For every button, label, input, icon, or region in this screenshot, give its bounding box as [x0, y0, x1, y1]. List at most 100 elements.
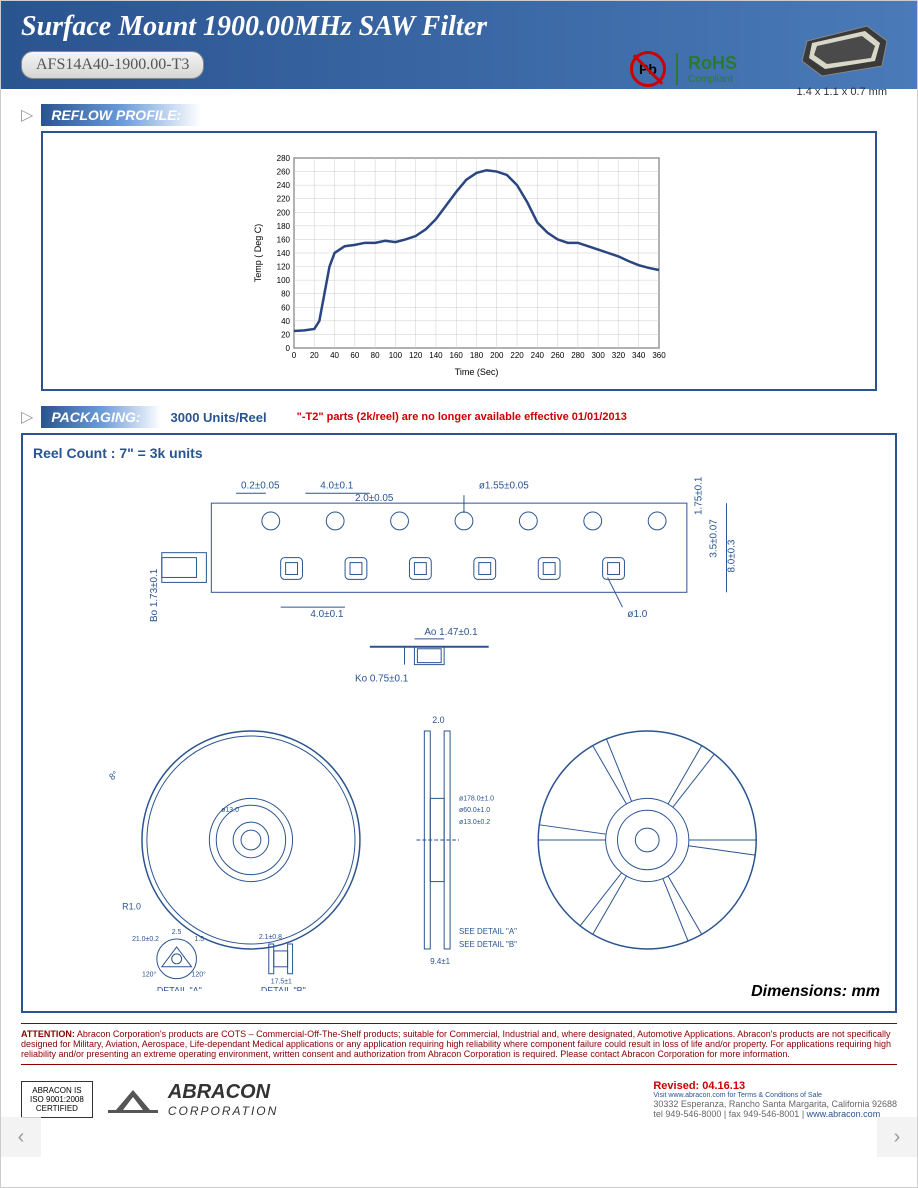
svg-text:4.0±0.1: 4.0±0.1: [320, 480, 353, 491]
svg-text:260: 260: [277, 168, 291, 177]
prev-page-button[interactable]: ‹: [1, 1117, 41, 1157]
packaging-diagram: 0.2±0.054.0±0.12.0±0.05ø1.55±0.051.75±0.…: [33, 471, 885, 991]
svg-text:2.5: 2.5: [172, 929, 182, 936]
svg-text:220: 220: [510, 351, 524, 360]
svg-text:40: 40: [281, 317, 290, 326]
page-footer: ABRACON IS ISO 9001:2008 CERTIFIED ABRAC…: [1, 1075, 917, 1124]
svg-text:140: 140: [429, 351, 443, 360]
svg-text:80: 80: [371, 351, 380, 360]
revised-date: Revised: 04.16.13: [653, 1080, 897, 1092]
page-title: Surface Mount 1900.00MHz SAW Filter: [21, 11, 897, 43]
footer-visit: Visit www.abracon.com for Terms & Condit…: [653, 1092, 897, 1099]
svg-text:120°: 120°: [192, 971, 207, 979]
svg-text:80: 80: [281, 290, 290, 299]
svg-text:320: 320: [612, 351, 626, 360]
reflow-section-header: ▷ REFLOW PROFILE:: [21, 104, 897, 126]
svg-text:1.75±0.1: 1.75±0.1: [694, 476, 705, 515]
svg-text:21.0±0.2: 21.0±0.2: [132, 936, 159, 943]
svg-text:260: 260: [551, 351, 565, 360]
attention-label: ATTENTION:: [21, 1029, 75, 1039]
footer-contact: Revised: 04.16.13 Visit www.abracon.com …: [653, 1080, 897, 1119]
cert-badge: ABRACON IS ISO 9001:2008 CERTIFIED: [21, 1081, 93, 1118]
svg-text:8.0±0.3: 8.0±0.3: [726, 539, 737, 572]
packaging-units: 3000 Units/Reel: [171, 410, 267, 425]
svg-text:1.5: 1.5: [194, 936, 204, 943]
svg-text:100: 100: [389, 351, 403, 360]
packaging-note: "-T2" parts (2k/reel) are no longer avai…: [297, 411, 627, 423]
svg-text:SEE DETAIL "B": SEE DETAIL "B": [459, 940, 517, 949]
svg-text:240: 240: [277, 181, 291, 190]
svg-text:360: 360: [652, 351, 666, 360]
svg-text:40: 40: [330, 351, 339, 360]
svg-text:17.5±1: 17.5±1: [271, 979, 292, 986]
svg-text:160: 160: [277, 235, 291, 244]
company-sub: CORPORATION: [168, 1104, 278, 1118]
svg-text:60: 60: [281, 303, 290, 312]
svg-text:Ko 0.75±0.1: Ko 0.75±0.1: [355, 673, 409, 684]
dimensions-label: Dimensions: mm: [751, 983, 880, 1001]
reflow-chart-container: 0 20 40 60 80 100 120 140 160 180 200 220 240 260 280 3…: [41, 131, 877, 391]
rohs-subtitle: Compliant: [688, 74, 737, 85]
svg-text:2.1±0.8: 2.1±0.8: [259, 934, 282, 941]
svg-text:ø178.0±1.0: ø178.0±1.0: [459, 795, 494, 802]
footer-address: 30332 Esperanza, Rancho Santa Margarita,…: [653, 1099, 897, 1109]
footer-tel: tel 949-546-8000: [653, 1109, 721, 1119]
svg-text:60: 60: [350, 351, 359, 360]
svg-text:180: 180: [470, 351, 484, 360]
part-number-badge: AFS14A40-1900.00-T3: [21, 51, 204, 79]
svg-text:100: 100: [277, 276, 291, 285]
company-logo: ABRACON CORPORATION: [108, 1081, 278, 1118]
pb-free-icon: Pb: [630, 51, 666, 87]
attention-text: Abracon Corporation's products are COTS …: [21, 1029, 891, 1059]
svg-text:120: 120: [409, 351, 423, 360]
arrow-icon: ▷: [21, 105, 33, 125]
logo-icon: [108, 1085, 158, 1115]
compliance-badges: Pb RoHS Compliant: [630, 51, 737, 87]
footer-fax: fax 949-546-8001: [729, 1109, 800, 1119]
svg-text:220: 220: [277, 195, 291, 204]
svg-text:R1.0: R1.0: [122, 901, 141, 911]
svg-text:Temp ( Deg C): Temp ( Deg C): [253, 224, 263, 283]
product-image: [787, 11, 897, 81]
svg-text:3.5±0.07: 3.5±0.07: [709, 519, 720, 557]
rohs-title: RoHS: [688, 53, 737, 74]
svg-text:280: 280: [277, 154, 291, 163]
svg-text:300: 300: [591, 351, 605, 360]
product-dimensions: 1.4 x 1.1 x 0.7 mm: [797, 86, 887, 98]
svg-text:SEE DETAIL "A": SEE DETAIL "A": [459, 927, 517, 936]
arrow-icon: ▷: [21, 407, 33, 427]
svg-text:Ao 1.47±0.1: Ao 1.47±0.1: [424, 627, 478, 638]
svg-text:0: 0: [286, 344, 291, 353]
svg-text:240: 240: [531, 351, 545, 360]
svg-text:4.0±0.1: 4.0±0.1: [310, 609, 343, 620]
reel-count-label: Reel Count : 7" = 3k units: [33, 445, 885, 461]
svg-text:Bo 1.73±0.1: Bo 1.73±0.1: [149, 568, 160, 622]
packaging-section-header: ▷ PACKAGING: 3000 Units/Reel "-T2" parts…: [21, 406, 897, 428]
svg-text:2.0±0.05: 2.0±0.05: [355, 493, 394, 504]
reflow-profile-chart: 0 20 40 60 80 100 120 140 160 180 200 220 240 260 280 3…: [249, 148, 669, 378]
svg-text:140: 140: [277, 249, 291, 258]
svg-text:ø13.0: ø13.0: [221, 807, 239, 814]
svg-text:120: 120: [277, 263, 291, 272]
svg-text:0.2±0.05: 0.2±0.05: [241, 480, 280, 491]
svg-text:ø13.0±0.2: ø13.0±0.2: [459, 819, 490, 826]
svg-text:120°: 120°: [142, 971, 157, 979]
svg-text:20: 20: [281, 330, 290, 339]
next-page-button[interactable]: ›: [877, 1117, 917, 1157]
svg-text:DETAIL "A": DETAIL "A": [157, 986, 202, 991]
packaging-diagram-container: Reel Count : 7" = 3k units 0.2±0.05 4.0±0…: [21, 433, 897, 1013]
svg-text:8°: 8°: [107, 769, 120, 782]
footer-web[interactable]: www.abracon.com: [807, 1109, 881, 1119]
svg-text:180: 180: [277, 222, 291, 231]
svg-text:20: 20: [310, 351, 319, 360]
svg-text:340: 340: [632, 351, 646, 360]
attention-notice: ATTENTION: Abracon Corporation's product…: [21, 1023, 897, 1065]
svg-text:200: 200: [490, 351, 504, 360]
svg-text:ø1.0: ø1.0: [627, 609, 647, 620]
rohs-badge: RoHS Compliant: [676, 53, 737, 85]
svg-text:2.0: 2.0: [432, 715, 444, 725]
packaging-title: PACKAGING:: [41, 406, 160, 428]
svg-text:9.4±1: 9.4±1: [430, 957, 450, 966]
reflow-title: REFLOW PROFILE:: [41, 104, 201, 126]
svg-text:ø60.0±1.0: ø60.0±1.0: [459, 807, 490, 814]
